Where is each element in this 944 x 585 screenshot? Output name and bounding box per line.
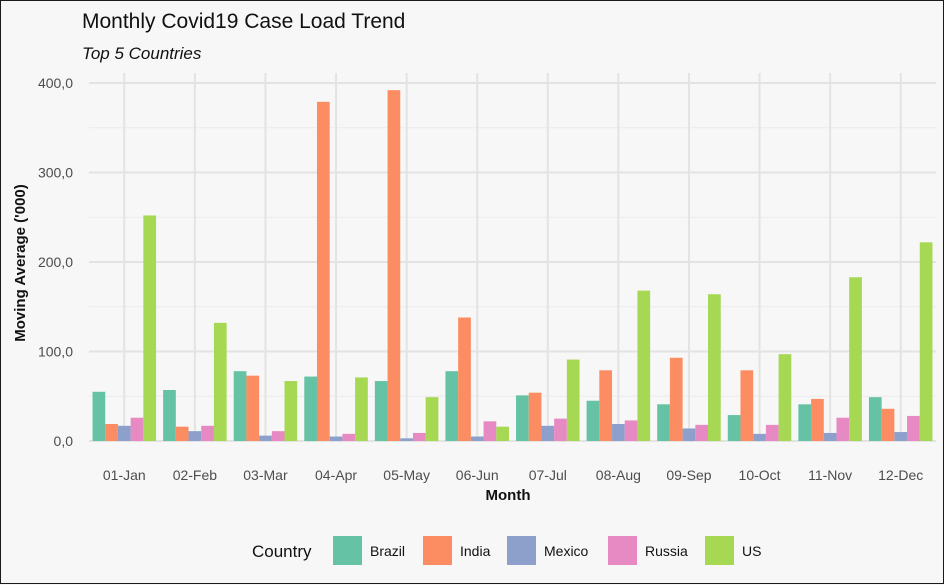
bar-us-02-feb	[213, 322, 227, 441]
x-tick-label: 10-Oct	[739, 467, 781, 483]
bar-mexico-11-nov	[823, 432, 837, 441]
bar-russia-03-mar	[271, 431, 285, 441]
x-tick-label: 03-Mar	[243, 467, 288, 483]
bar-mexico-05-may	[400, 438, 413, 441]
chart-title: Monthly Covid19 Case Load Trend	[82, 10, 405, 33]
x-axis-title: Month	[486, 487, 531, 504]
legend-swatch-us	[705, 536, 734, 565]
bar-brazil-06-jun	[445, 371, 459, 441]
bar-mexico-12-dec	[894, 432, 908, 441]
x-tick-label: 01-Jan	[103, 467, 146, 483]
bar-brazil-12-dec	[868, 397, 882, 441]
bar-india-07-jul	[528, 392, 542, 441]
bar-india-05-may	[387, 90, 401, 441]
legend-swatch-india	[423, 536, 452, 565]
bar-india-11-nov	[811, 398, 824, 441]
y-tick-label: 100,0	[38, 344, 73, 360]
legend-swatch-mexico	[507, 536, 536, 565]
x-axis-ticks: 01-Jan 02-Feb 03-Mar 04-Apr 05-May 06-Jun 07-J…	[103, 467, 923, 483]
bar-mexico-04-apr	[329, 436, 343, 441]
bar-india-12-dec	[881, 408, 895, 441]
legend-label-us: US	[742, 543, 761, 559]
bar-us-05-may	[425, 397, 439, 441]
legend: Country Brazil India Mexico Russia US	[252, 536, 761, 565]
bar-brazil-07-jul	[516, 395, 529, 441]
legend-label-mexico: Mexico	[544, 543, 589, 559]
bar-us-12-dec	[919, 242, 933, 441]
bar-russia-07-jul	[554, 418, 567, 442]
bar-brazil-08-aug	[586, 400, 600, 441]
bar-russia-01-jan	[130, 417, 144, 441]
bar-india-06-jun	[458, 317, 471, 441]
legend-title: Country	[252, 542, 312, 561]
bar-mexico-02-feb	[188, 431, 202, 441]
legend-swatch-russia	[608, 536, 637, 565]
bar-us-11-nov	[849, 277, 862, 441]
legend-label-india: India	[460, 543, 491, 559]
bar-mexico-07-jul	[541, 425, 555, 441]
bar-russia-12-dec	[907, 415, 920, 441]
bar-us-09-sep	[708, 294, 721, 441]
y-tick-label: 400,0	[38, 75, 73, 91]
bar-brazil-11-nov	[798, 404, 812, 441]
bar-mexico-09-sep	[682, 428, 696, 441]
x-tick-label: 08-Aug	[596, 467, 641, 483]
chart-subtitle: Top 5 Countries	[82, 44, 202, 63]
bar-russia-10-oct	[765, 424, 779, 441]
bar-us-06-jun	[496, 426, 509, 441]
bar-us-07-jul	[566, 359, 580, 441]
bar-us-03-mar	[284, 381, 298, 441]
bar-mexico-10-oct	[753, 433, 766, 441]
bar-brazil-03-mar	[233, 371, 247, 441]
bar-brazil-02-feb	[163, 389, 176, 441]
x-tick-label: 09-Sep	[666, 467, 711, 483]
bar-mexico-01-jan	[117, 425, 131, 441]
bar-russia-05-may	[412, 432, 426, 441]
bar-brazil-10-oct	[727, 415, 741, 441]
legend-label-russia: Russia	[645, 543, 688, 559]
bar-mexico-06-jun	[470, 436, 484, 441]
bar-mexico-08-aug	[612, 424, 625, 441]
bar-india-08-aug	[599, 370, 613, 441]
x-tick-label: 11-Nov	[808, 467, 852, 483]
bar-brazil-09-sep	[657, 404, 670, 441]
bar-india-02-feb	[175, 426, 189, 441]
x-tick-label: 02-Feb	[173, 467, 218, 483]
bar-india-01-jan	[105, 424, 118, 441]
bar-india-03-mar	[246, 375, 260, 441]
bars	[92, 90, 933, 442]
bar-russia-06-jun	[483, 421, 497, 441]
y-tick-label: 300,0	[38, 165, 73, 181]
bar-russia-04-apr	[342, 433, 356, 441]
y-tick-label: 0,0	[54, 433, 74, 449]
bar-russia-02-feb	[201, 425, 214, 441]
bar-us-04-apr	[355, 377, 368, 441]
x-tick-label: 04-Apr	[315, 467, 357, 483]
bar-brazil-04-apr	[304, 376, 317, 441]
bar-russia-09-sep	[695, 424, 709, 441]
y-tick-label: 200,0	[38, 254, 73, 270]
y-axis-title: Moving Average ('000)	[12, 184, 29, 342]
bar-brazil-01-jan	[92, 391, 106, 441]
x-tick-label: 12-Dec	[878, 467, 923, 483]
bar-india-10-oct	[740, 370, 754, 441]
x-tick-label: 05-May	[383, 467, 430, 483]
bar-brazil-05-may	[374, 381, 388, 441]
y-axis-ticks: 0,0 100,0 200,0 300,0 400,0	[38, 75, 73, 449]
bar-mexico-03-mar	[259, 435, 272, 441]
bar-us-01-jan	[143, 215, 157, 441]
legend-label-brazil: Brazil	[370, 543, 405, 559]
grid	[89, 73, 936, 442]
x-tick-label: 06-Jun	[456, 467, 499, 483]
bar-us-08-aug	[637, 290, 651, 441]
bar-us-10-oct	[778, 354, 792, 441]
bar-india-09-sep	[669, 357, 683, 441]
bar-russia-08-aug	[624, 420, 638, 441]
bar-india-04-apr	[316, 101, 330, 442]
x-tick-label: 07-Jul	[529, 467, 567, 483]
legend-swatch-brazil	[333, 536, 362, 565]
bar-russia-11-nov	[836, 417, 850, 441]
